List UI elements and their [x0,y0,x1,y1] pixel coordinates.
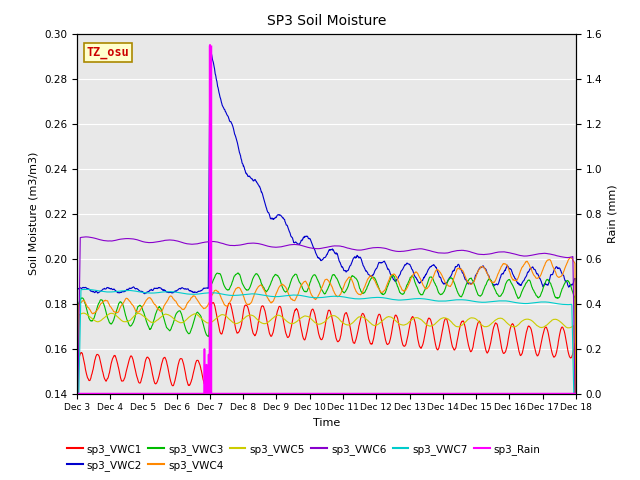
sp3_VWC4 [172,298,179,304]
Y-axis label: Soil Moisture (m3/m3): Soil Moisture (m3/m3) [28,152,38,276]
sp3_VWC1 [469,345,477,350]
sp3_VWC2 [73,455,81,460]
sp3_VWC1 [172,374,179,380]
sp3_VWC5 [172,318,180,324]
sp3_VWC5 [469,315,477,321]
Y-axis label: Rain (mm): Rain (mm) [608,184,618,243]
sp3_VWC7 [513,300,521,306]
sp3_VWC5 [80,310,88,316]
sp3_VWC3 [572,450,580,456]
sp3_VWC4 [404,285,412,290]
sp3_VWC4 [468,280,476,286]
Line: sp3_VWC6: sp3_VWC6 [77,237,576,473]
sp3_VWC6 [469,250,477,256]
sp3_Rain [404,391,412,396]
sp3_VWC1 [184,382,191,387]
sp3_VWC6 [73,470,81,476]
sp3_Rain [73,391,81,396]
sp3_VWC6 [240,241,248,247]
sp3_VWC3 [513,294,521,300]
sp3_VWC1 [209,300,217,305]
sp3_VWC6 [172,238,180,244]
Line: sp3_VWC2: sp3_VWC2 [77,49,576,457]
sp3_VWC5 [404,321,412,326]
sp3_VWC7 [172,289,180,295]
sp3_VWC4 [184,300,191,305]
sp3_VWC3 [234,270,242,276]
sp3_VWC2 [172,288,179,294]
Line: sp3_VWC3: sp3_VWC3 [77,273,576,480]
Line: sp3_VWC4: sp3_VWC4 [77,257,576,480]
sp3_VWC2 [513,279,521,285]
Title: SP3 Soil Moisture: SP3 Soil Moisture [267,14,386,28]
Line: sp3_Rain: sp3_Rain [77,45,576,394]
sp3_Rain [513,391,521,396]
sp3_VWC1 [240,305,248,311]
sp3_VWC4 [240,294,248,300]
sp3_VWC3 [240,284,248,289]
sp3_Rain [206,42,214,48]
sp3_VWC6 [404,248,412,253]
sp3_VWC2 [240,164,248,170]
sp3_VWC7 [404,297,412,302]
sp3_VWC4 [513,277,520,283]
sp3_VWC6 [572,457,580,463]
sp3_VWC7 [83,287,90,292]
sp3_VWC3 [469,278,477,284]
sp3_VWC2 [572,448,580,454]
sp3_VWC6 [82,234,90,240]
sp3_VWC1 [513,339,521,345]
sp3_VWC5 [513,323,521,329]
sp3_Rain [172,391,179,396]
Line: sp3_VWC7: sp3_VWC7 [77,289,576,480]
sp3_VWC4 [566,254,574,260]
sp3_VWC3 [172,312,179,318]
sp3_VWC7 [240,292,248,298]
sp3_VWC5 [184,315,192,321]
sp3_Rain [572,391,580,396]
X-axis label: Time: Time [313,418,340,428]
Line: sp3_VWC1: sp3_VWC1 [77,302,576,480]
sp3_VWC1 [572,476,580,480]
Text: TZ_osu: TZ_osu [87,46,129,59]
sp3_VWC4 [572,428,580,434]
Line: sp3_VWC5: sp3_VWC5 [77,313,576,480]
sp3_VWC2 [207,46,214,52]
sp3_VWC2 [404,261,412,266]
sp3_Rain [184,391,191,396]
sp3_VWC6 [184,241,192,247]
sp3_VWC7 [184,291,192,297]
sp3_VWC6 [513,252,521,258]
sp3_VWC2 [184,286,191,292]
Legend: sp3_VWC1, sp3_VWC2, sp3_VWC3, sp3_VWC4, sp3_VWC5, sp3_VWC6, sp3_VWC7, sp3_Rain: sp3_VWC1, sp3_VWC2, sp3_VWC3, sp3_VWC4, … [63,439,545,475]
sp3_Rain [469,391,477,396]
sp3_VWC3 [404,281,412,287]
sp3_Rain [240,391,248,396]
sp3_VWC1 [404,334,412,339]
sp3_VWC2 [469,280,477,286]
sp3_VWC5 [240,315,248,321]
sp3_VWC7 [469,299,477,304]
sp3_VWC3 [184,330,191,336]
